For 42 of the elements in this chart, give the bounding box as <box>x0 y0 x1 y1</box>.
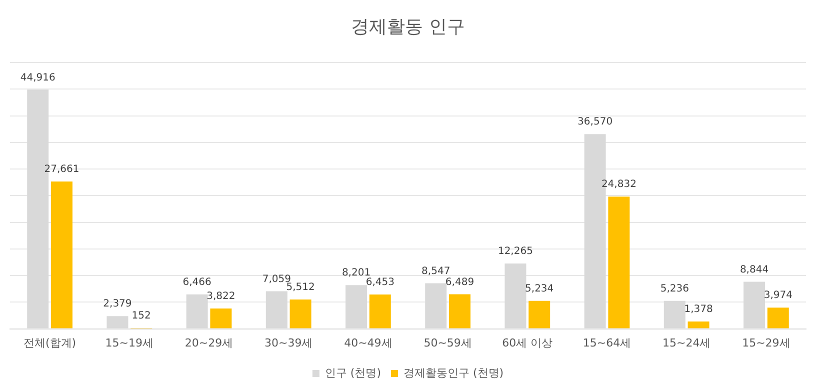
bar <box>767 308 789 328</box>
data-label: 6,489 <box>445 276 474 288</box>
data-label: 24,832 <box>601 179 636 190</box>
data-label: 8,201 <box>342 268 371 279</box>
x-tick-label: 40~49세 <box>344 336 392 350</box>
bar <box>608 196 630 328</box>
data-label: 152 <box>132 310 151 322</box>
data-label: 12,265 <box>498 246 533 258</box>
bar <box>369 294 391 328</box>
x-tick-label: 60세 이상 <box>502 336 553 350</box>
data-label: 5,512 <box>286 282 315 294</box>
x-tick-label: 50~59세 <box>424 336 472 350</box>
data-label: 3,822 <box>206 291 236 302</box>
data-label: 44,916 <box>20 72 56 84</box>
x-tick-label: 15~24세 <box>662 336 711 350</box>
bar <box>528 300 550 328</box>
data-label: 7,059 <box>262 274 291 285</box>
data-label: 5,236 <box>660 284 689 295</box>
x-tick-label: 15~64세 <box>582 336 632 350</box>
data-label: 6,453 <box>366 277 394 288</box>
bar <box>290 299 312 328</box>
data-label: 8,547 <box>422 266 450 277</box>
x-tick-label: 15~29세 <box>742 336 790 350</box>
bar <box>688 321 710 328</box>
chart-title: 경제활동 인구 <box>351 16 465 38</box>
x-tick-label: 전체(합계) <box>24 336 76 350</box>
data-label: 8,844 <box>740 264 769 276</box>
bar <box>210 308 232 328</box>
data-label: 5,234 <box>525 284 554 295</box>
data-label: 2,379 <box>103 298 132 310</box>
bar <box>50 182 72 328</box>
data-label: 27,661 <box>44 164 80 176</box>
data-label: 6,466 <box>182 276 212 288</box>
legend-label: 경제활동인구 (천명) <box>404 366 504 380</box>
x-tick-label: 20~29세 <box>184 336 234 350</box>
data-label: 1,378 <box>684 304 713 316</box>
bar <box>448 294 470 328</box>
data-label: 36,570 <box>578 116 613 128</box>
legend-label: 인구 (천명) <box>324 366 382 380</box>
x-tick-label: 30~39세 <box>264 336 313 350</box>
x-tick-label: 15~19세 <box>105 336 154 350</box>
data-label: 3,974 <box>764 290 792 302</box>
